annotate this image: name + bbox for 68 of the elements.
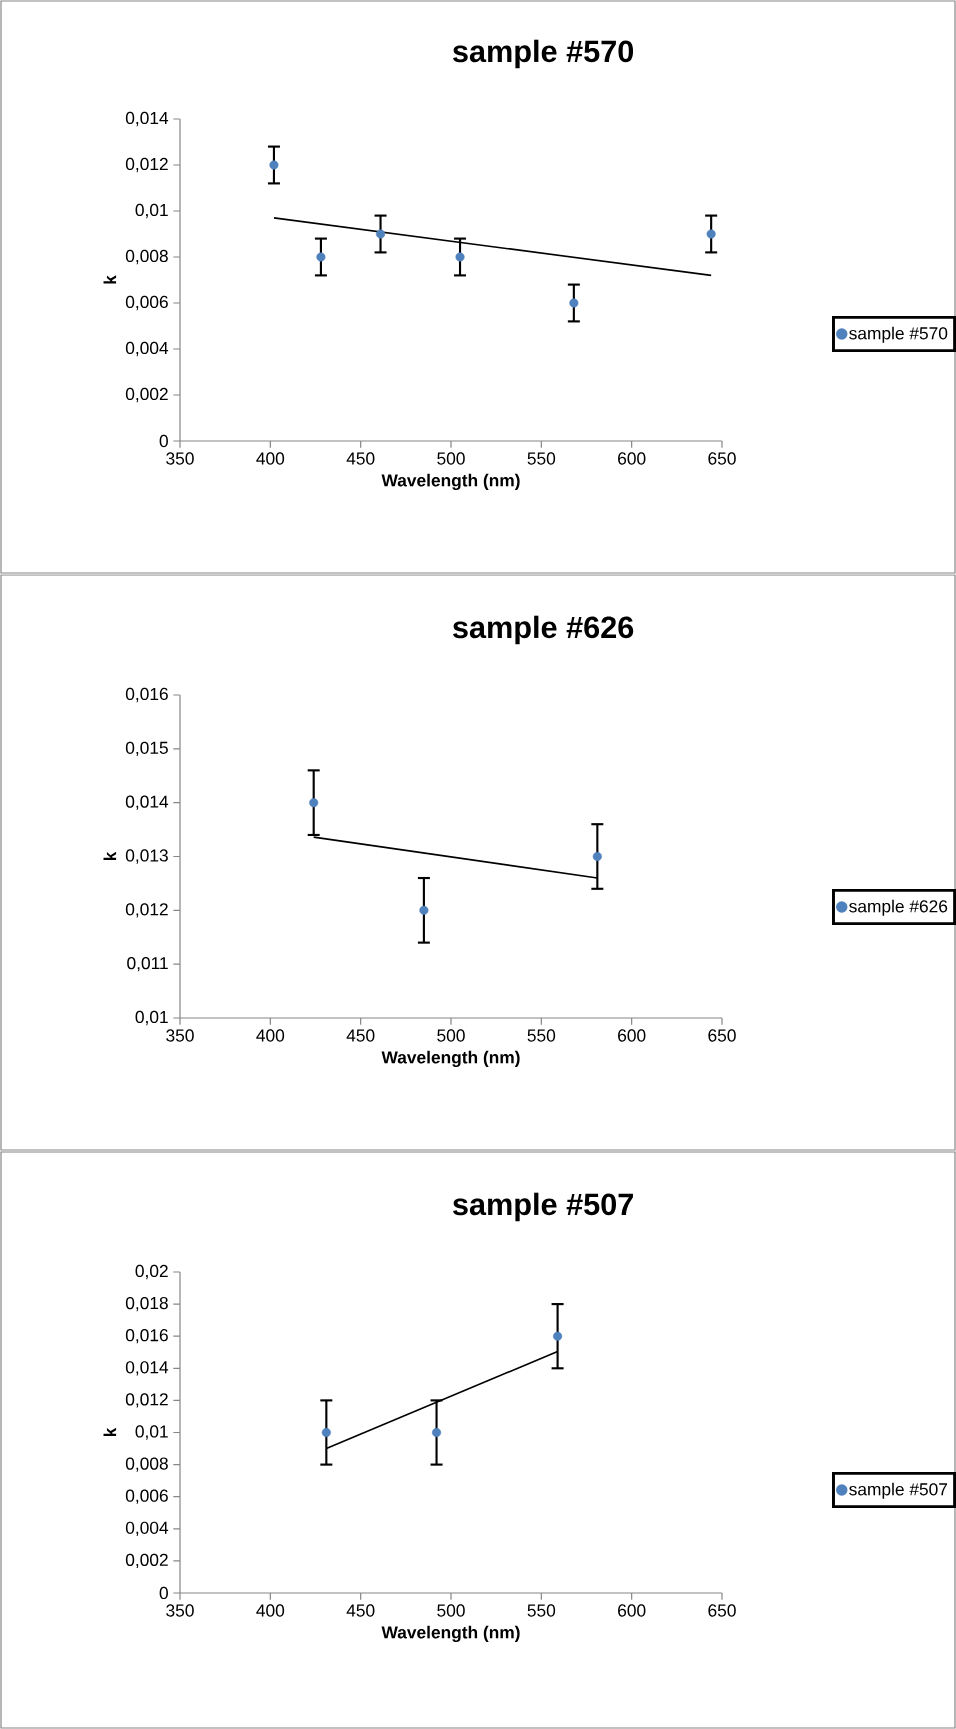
x-tick-label: 400 — [256, 452, 285, 465]
x-tick-label: 450 — [346, 452, 375, 465]
x-axis-title: Wavelength (nm) — [381, 473, 520, 491]
point — [455, 252, 465, 262]
point — [376, 229, 386, 239]
y-tick-label: 0,012 — [125, 157, 168, 173]
x-tick-label: 450 — [346, 1604, 375, 1617]
chart-title: sample #570 — [453, 39, 634, 69]
point — [569, 298, 579, 308]
point — [706, 229, 716, 239]
x-tick-label: 350 — [166, 1029, 194, 1042]
x-tick-label: 350 — [166, 452, 194, 465]
y-tick-label: 0,01 — [135, 1425, 168, 1440]
y-tick-label: 0,01 — [135, 1010, 168, 1026]
y-tick-label: 0,02 — [135, 1264, 168, 1280]
legend-label: sample #626 — [849, 899, 948, 916]
y-axis-title: k — [103, 275, 117, 284]
y-tick-label: 0,016 — [125, 1329, 168, 1344]
x-tick-label: 350 — [166, 1604, 194, 1617]
x-tick-label: 450 — [346, 1029, 375, 1042]
y-tick-label: 0,014 — [125, 1361, 169, 1376]
point — [592, 851, 602, 862]
y-tick-label: 0,008 — [125, 1457, 168, 1472]
x-tick-label: 550 — [527, 1029, 556, 1042]
point — [309, 798, 319, 808]
y-tick-label: 0,012 — [125, 903, 168, 918]
legend-label: sample #507 — [849, 1482, 948, 1499]
y-tick-label: 0,002 — [125, 387, 168, 403]
y-tick-label: 0,004 — [125, 341, 169, 357]
y-tick-label: 0,016 — [125, 687, 168, 703]
y-tick-label: 0,014 — [125, 795, 169, 810]
y-tick-label: 0,018 — [125, 1296, 168, 1312]
y-tick-label: 0 — [159, 1586, 168, 1600]
y-tick-label: 0,006 — [125, 1489, 168, 1504]
point — [316, 252, 326, 262]
x-tick-label: 500 — [437, 452, 465, 465]
point — [269, 160, 279, 170]
point — [419, 905, 429, 915]
y-tick-label: 0,011 — [127, 956, 168, 972]
x-tick-label: 600 — [618, 452, 646, 465]
x-tick-label: 500 — [437, 1604, 465, 1617]
y-tick-label: 0,013 — [125, 849, 168, 864]
y-axis-title: k — [103, 1427, 117, 1437]
y-tick-label: 0,01 — [135, 203, 168, 219]
y-tick-label: 0,002 — [125, 1553, 168, 1569]
x-tick-label: 500 — [437, 1029, 465, 1042]
y-tick-label: 0,012 — [125, 1393, 168, 1408]
chart-title: sample #626 — [453, 615, 634, 645]
x-tick-label: 650 — [708, 452, 736, 465]
y-tick-label: 0,008 — [125, 249, 168, 265]
y-tick-label: 0 — [159, 434, 168, 448]
x-tick-label: 400 — [256, 1029, 285, 1042]
chart-title: sample #507 — [453, 1192, 633, 1222]
x-tick-label: 650 — [708, 1029, 736, 1042]
y-tick-label: 0,014 — [125, 111, 169, 127]
x-tick-label: 400 — [256, 1604, 285, 1617]
y-tick-label: 0,015 — [125, 741, 168, 756]
x-tick-label: 600 — [618, 1029, 646, 1042]
x-tick-label: 550 — [527, 1604, 556, 1617]
x-axis-title: Wavelength (nm) — [381, 1050, 520, 1068]
x-tick-label: 650 — [708, 1604, 736, 1617]
x-tick-label: 600 — [618, 1604, 646, 1617]
y-tick-label: 0,004 — [125, 1521, 169, 1536]
y-tick-label: 0,006 — [125, 295, 168, 311]
x-tick-label: 550 — [527, 452, 556, 465]
y-axis-title: k — [103, 851, 117, 861]
legend-label: sample #570 — [849, 326, 948, 343]
x-axis-title: Wavelength (nm) — [381, 1625, 520, 1643]
